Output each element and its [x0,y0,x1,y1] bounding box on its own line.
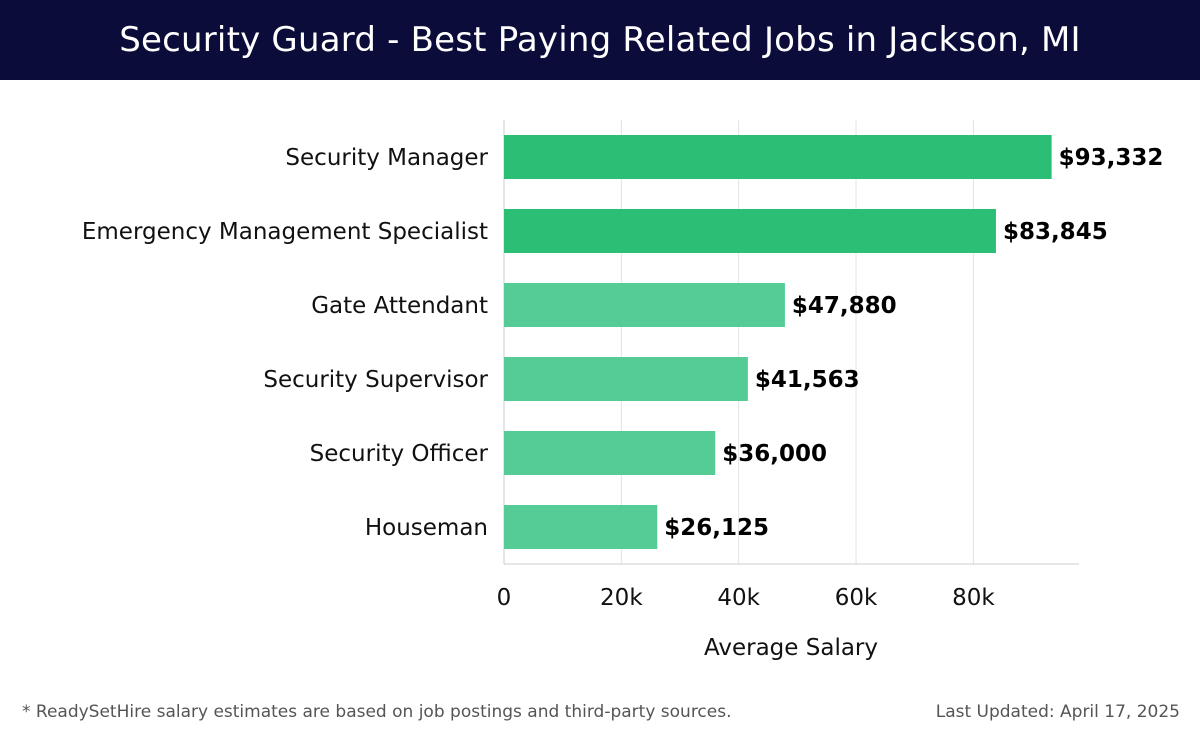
bar [504,283,785,327]
value-label: $26,125 [664,515,769,541]
bar [504,431,716,475]
last-updated: Last Updated: April 17, 2025 [935,702,1180,722]
category-label: Security Officer [310,441,489,467]
x-tick-label: 80k [952,585,995,611]
x-tick-label: 40k [717,585,760,611]
category-label: Gate Attendant [311,293,488,319]
x-tick-label: 0 [497,585,512,611]
value-label: $47,880 [792,293,897,319]
x-axis-title: Average Salary [704,635,878,661]
bar [504,505,658,549]
category-label: Security Supervisor [263,367,488,393]
value-label: $93,332 [1059,145,1164,171]
salary-bar-chart: 0 20k 40k 60k 80k Security Manager $93,332 Emer… [82,120,1164,661]
value-label: $83,845 [1003,219,1108,245]
value-label: $41,563 [755,367,860,393]
value-label: $36,000 [722,441,827,467]
footer-note: * ReadySetHire salary estimates are base… [22,702,732,722]
bar [504,135,1052,179]
category-label: Houseman [365,515,488,541]
bar [504,209,996,253]
x-tick-label: 20k [600,585,643,611]
bar [504,357,748,401]
labels: 0 20k 40k 60k 80k Security Manager $93,332 Emer… [82,145,1164,661]
chart-title: Security Guard - Best Paying Related Job… [119,20,1081,60]
category-label: Emergency Management Specialist [82,219,488,245]
x-tick-label: 60k [835,585,878,611]
gridlines [503,120,1079,565]
bars [504,135,1052,549]
category-label: Security Manager [285,145,488,171]
chart-header: Security Guard - Best Paying Related Job… [0,0,1200,80]
